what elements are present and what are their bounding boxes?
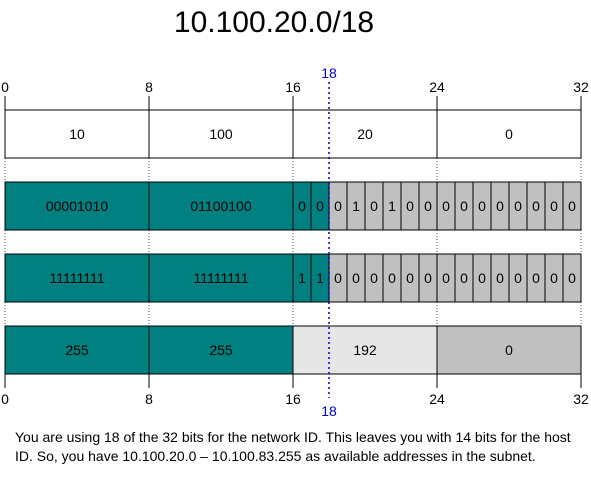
address-binary-bit-cell-label: 0 — [424, 198, 432, 214]
mask-binary-bit-cell-label: 0 — [478, 270, 486, 286]
mask-octet-cell — [436, 325, 582, 375]
address-binary-bit-cell — [562, 181, 582, 231]
mask-binary-octet-cell-label: 11111111 — [193, 270, 248, 286]
mask-binary-bit-cell-label: 0 — [334, 270, 342, 286]
top-bit-marker: 24 — [429, 79, 445, 95]
mask-octet-cell-label: 255 — [209, 342, 233, 358]
address-octet-cell-label: 100 — [209, 126, 233, 142]
mask-binary-bit-cell-label: 0 — [370, 270, 378, 286]
top-bit-marker: 32 — [573, 79, 589, 95]
address-octet-cell — [292, 109, 438, 159]
bottom-bit-marker: 24 — [429, 391, 445, 407]
mask-octet-cell — [292, 325, 438, 375]
mask-binary-bit-cell-label: 0 — [388, 270, 396, 286]
address-binary-bit-cell-label: 0 — [298, 198, 306, 214]
mask-binary-octet-cell — [148, 253, 294, 303]
address-binary-bit-cell-label: 0 — [460, 198, 468, 214]
address-octet-cell — [4, 109, 150, 159]
mask-binary-bit-cell — [562, 253, 582, 303]
mask-binary-bit-cell-label: 0 — [514, 270, 522, 286]
address-binary-bit-cell-label: 0 — [496, 198, 504, 214]
address-binary-bit-cell-label: 1 — [388, 198, 396, 214]
address-binary-bit-cell-label: 0 — [370, 198, 378, 214]
mask-binary-bit-cell-label: 1 — [316, 270, 324, 286]
bottom-bit-marker: 32 — [573, 391, 589, 407]
mask-octet-cell-label: 255 — [65, 342, 89, 358]
mask-binary-octet-cell-label: 11111111 — [49, 270, 104, 286]
address-binary-bit-cell-label: 0 — [442, 198, 450, 214]
mask-binary-bit-cell-label: 0 — [352, 270, 360, 286]
mask-binary-bit-cell-label: 0 — [424, 270, 432, 286]
mask-binary-bit-cell-label: 0 — [496, 270, 504, 286]
mask-binary-bit-cell-label: 0 — [406, 270, 414, 286]
mask-binary-bit-cell-label: 0 — [568, 270, 576, 286]
mask-binary-bit-cell-label: 0 — [442, 270, 450, 286]
address-octet-cell-label: 10 — [69, 126, 85, 142]
bottom-bit-marker: 8 — [145, 391, 153, 407]
address-binary-bit-cell-label: 0 — [316, 198, 324, 214]
address-binary-octet-cell-label: 00001010 — [46, 198, 109, 214]
mask-binary-bit-cell-label: 0 — [460, 270, 468, 286]
prefix-label-top: 18 — [321, 65, 337, 81]
address-binary-bit-cell-label: 0 — [532, 198, 540, 214]
top-bit-marker: 0 — [1, 79, 9, 95]
mask-binary-bit-cell-label: 0 — [532, 270, 540, 286]
mask-octet-cell-label: 192 — [353, 342, 377, 358]
address-octet-cell — [436, 109, 582, 159]
top-bit-marker: 8 — [145, 79, 153, 95]
explanation-text: You are using 18 of the 32 bits for the … — [15, 429, 571, 464]
mask-octet-cell-label: 0 — [505, 342, 513, 358]
bottom-bit-marker: 0 — [1, 391, 9, 407]
address-octet-cell-label: 0 — [505, 126, 513, 142]
address-binary-bit-cell-label: 0 — [478, 198, 486, 214]
address-binary-octet-cell — [4, 181, 150, 231]
address-octet-cell — [148, 109, 294, 159]
address-binary-octet-cell — [148, 181, 294, 231]
address-binary-bit-cell-label: 1 — [352, 198, 360, 214]
address-binary-octet-cell-label: 01100100 — [190, 198, 251, 214]
mask-binary-bit-cell-label: 1 — [298, 270, 306, 286]
address-binary-bit-cell-label: 0 — [514, 198, 522, 214]
top-bit-marker: 16 — [285, 79, 301, 95]
address-binary-bit-cell-label: 0 — [406, 198, 414, 214]
address-binary-bit-cell-label: 0 — [568, 198, 576, 214]
address-binary-bit-cell-label: 0 — [550, 198, 558, 214]
mask-octet-cell — [4, 325, 150, 375]
address-binary-bit-cell-label: 0 — [334, 198, 342, 214]
diagram-title: 10.100.20.0/18 — [173, 6, 375, 39]
mask-binary-bit-cell-label: 0 — [550, 270, 558, 286]
prefix-label-bottom: 18 — [321, 403, 337, 419]
bottom-bit-marker: 16 — [285, 391, 301, 407]
address-octet-cell-label: 20 — [357, 126, 373, 142]
